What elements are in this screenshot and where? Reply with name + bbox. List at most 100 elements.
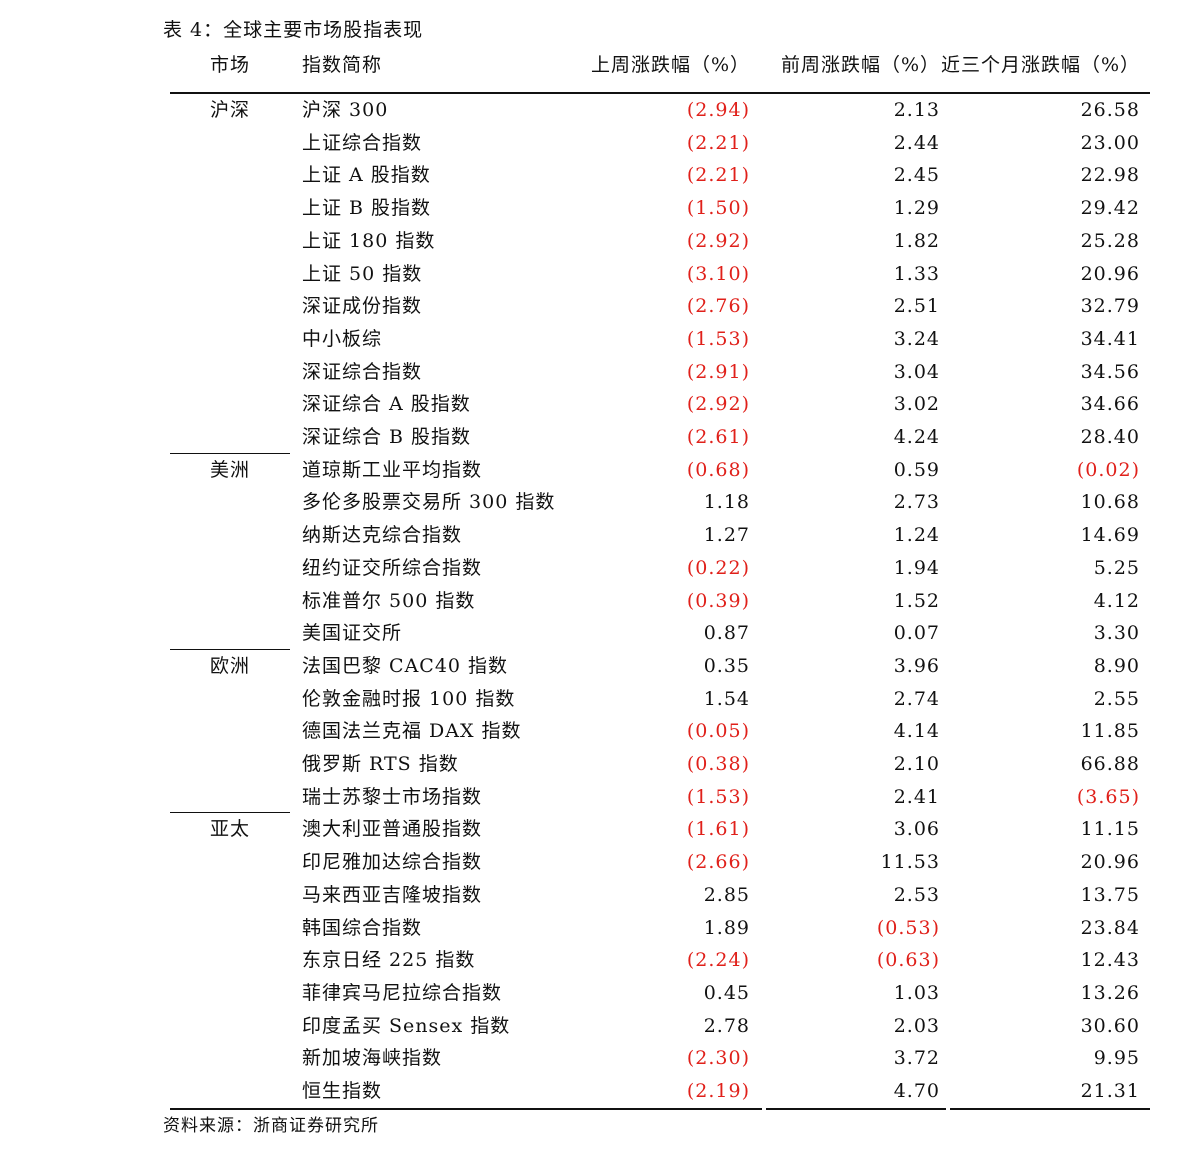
value-cell: 0.45 — [703, 981, 750, 1004]
value-cell: (2.92) — [686, 229, 750, 252]
value-cell: 21.31 — [1080, 1080, 1140, 1102]
value-cell: 5.25 — [1093, 556, 1140, 579]
header-cell: 市场 — [210, 54, 251, 76]
rule — [170, 452, 290, 454]
value-cell: 2.41 — [893, 785, 940, 808]
value-cell: 9.95 — [1093, 1047, 1140, 1070]
value-cell: 4.12 — [1093, 589, 1140, 612]
value-cell: 20.96 — [1080, 262, 1140, 285]
value-cell: (2.76) — [686, 295, 750, 318]
index-name: 韩国综合指数 — [302, 916, 423, 939]
index-name: 上证 180 指数 — [302, 229, 436, 252]
value-cell: (1.50) — [686, 197, 750, 220]
index-name: 标准普尔 500 指数 — [302, 589, 476, 612]
value-cell: (0.63) — [876, 949, 940, 972]
value-cell: 34.41 — [1080, 327, 1140, 350]
value-cell: 22.98 — [1080, 164, 1140, 187]
index-name: 上证 A 股指数 — [302, 164, 431, 187]
value-cell: 3.04 — [893, 360, 940, 383]
value-cell: (2.21) — [686, 164, 750, 187]
value-cell: (0.39) — [686, 589, 750, 612]
index-name: 印度孟买 Sensex 指数 — [302, 1014, 511, 1037]
value-cell: (0.22) — [686, 556, 750, 579]
value-cell: (2.24) — [686, 949, 750, 972]
value-cell: (2.92) — [686, 393, 750, 416]
value-cell: 23.84 — [1080, 916, 1140, 939]
index-name: 德国法兰克福 DAX 指数 — [302, 720, 522, 743]
value-cell: 2.10 — [893, 753, 940, 775]
source: 资料来源：浙商证券研究所 — [163, 1116, 379, 1136]
value-cell: 2.44 — [893, 131, 940, 154]
value-cell: (1.53) — [686, 327, 750, 350]
value-cell: 2.73 — [893, 491, 940, 514]
value-cell: 2.13 — [893, 99, 940, 121]
value-cell: 2.53 — [893, 883, 940, 906]
value-cell: 1.03 — [893, 981, 940, 1004]
value-cell: 30.60 — [1080, 1014, 1140, 1037]
value-cell: 0.59 — [893, 458, 940, 481]
value-cell: 4.14 — [893, 720, 940, 743]
value-cell: (3.65) — [1076, 785, 1140, 808]
index-name: 法国巴黎 CAC40 指数 — [302, 654, 509, 677]
index-name: 伦敦金融时报 100 指数 — [302, 687, 516, 710]
index-name: 上证 B 股指数 — [302, 197, 432, 220]
index-name: 纳斯达克综合指数 — [302, 524, 463, 547]
value-cell: 20.96 — [1080, 851, 1140, 874]
value-cell: 2.78 — [703, 1014, 750, 1037]
index-name: 上证综合指数 — [302, 131, 423, 154]
value-cell: 11.15 — [1080, 818, 1140, 841]
index-name: 马来西亚吉隆坡指数 — [302, 883, 483, 906]
value-cell: 1.18 — [703, 491, 750, 514]
value-cell: (2.66) — [686, 851, 750, 874]
value-cell: 0.87 — [703, 622, 750, 645]
rule — [170, 92, 1150, 94]
value-cell: 23.00 — [1080, 131, 1140, 154]
value-cell: 1.52 — [893, 589, 940, 612]
rule — [950, 1108, 1150, 1110]
value-cell: 11.53 — [880, 851, 940, 874]
value-cell: 1.24 — [893, 524, 940, 547]
index-name: 道琼斯工业平均指数 — [302, 458, 483, 481]
value-cell: 1.33 — [893, 262, 940, 285]
value-cell: 3.72 — [893, 1047, 940, 1070]
value-cell: 28.40 — [1080, 426, 1140, 448]
value-cell: 2.51 — [893, 295, 940, 318]
value-cell: 2.74 — [893, 687, 940, 710]
index-name: 上证 50 指数 — [302, 262, 423, 285]
market-cell: 沪深 — [210, 99, 251, 121]
value-cell: (0.02) — [1076, 458, 1140, 481]
value-cell: 3.02 — [893, 393, 940, 416]
value-cell: (2.91) — [686, 360, 750, 383]
value-cell: 2.03 — [893, 1014, 940, 1037]
index-name: 沪深 300 — [302, 99, 389, 121]
value-cell: 4.24 — [893, 426, 940, 448]
value-cell: 8.90 — [1093, 654, 1140, 677]
value-cell: 3.06 — [893, 818, 940, 841]
value-cell: (2.21) — [686, 131, 750, 154]
value-cell: 14.69 — [1080, 524, 1140, 547]
value-cell: 34.66 — [1080, 393, 1140, 416]
value-cell: (2.30) — [686, 1047, 750, 1070]
value-cell: 4.70 — [893, 1080, 940, 1102]
index-name: 美国证交所 — [302, 622, 403, 645]
value-cell: 10.68 — [1080, 491, 1140, 514]
header-cell: 近三个月涨跌幅（%） — [940, 54, 1140, 76]
value-cell: 1.82 — [893, 229, 940, 252]
value-cell: (1.61) — [686, 818, 750, 841]
index-name: 纽约证交所综合指数 — [302, 556, 483, 579]
value-cell: 2.55 — [1093, 687, 1140, 710]
value-cell: 13.26 — [1080, 981, 1140, 1004]
rule — [170, 1108, 762, 1110]
header-cell: 前周涨跌幅（%） — [780, 54, 940, 76]
value-cell: 1.27 — [703, 524, 750, 547]
value-cell: 0.35 — [703, 654, 750, 677]
value-cell: (0.38) — [686, 753, 750, 775]
index-name: 印尼雅加达综合指数 — [302, 851, 483, 874]
market-cell: 欧洲 — [210, 654, 251, 677]
value-cell: 12.43 — [1080, 949, 1140, 972]
index-name: 深证成份指数 — [302, 295, 423, 318]
value-cell: (0.05) — [686, 720, 750, 743]
index-name: 菲律宾马尼拉综合指数 — [302, 981, 503, 1004]
value-cell: 3.24 — [893, 327, 940, 350]
